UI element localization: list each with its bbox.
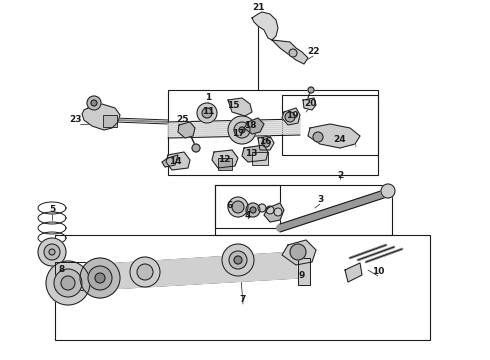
Circle shape xyxy=(232,201,244,213)
Text: 17: 17 xyxy=(232,129,245,138)
Polygon shape xyxy=(345,263,362,282)
Circle shape xyxy=(228,197,248,217)
Polygon shape xyxy=(166,152,190,170)
Polygon shape xyxy=(258,136,274,150)
Text: 16: 16 xyxy=(259,138,271,147)
Bar xyxy=(55,262,92,290)
Circle shape xyxy=(44,244,60,260)
Polygon shape xyxy=(252,12,278,40)
Circle shape xyxy=(61,276,75,290)
Circle shape xyxy=(290,244,306,260)
Text: 15: 15 xyxy=(227,100,239,109)
Circle shape xyxy=(130,257,160,287)
Circle shape xyxy=(88,266,112,290)
Circle shape xyxy=(222,244,254,276)
Circle shape xyxy=(49,249,55,255)
Text: 1: 1 xyxy=(205,94,211,103)
Polygon shape xyxy=(308,124,360,148)
Circle shape xyxy=(192,144,200,152)
Polygon shape xyxy=(178,122,195,138)
Bar xyxy=(55,235,430,340)
Text: 3: 3 xyxy=(317,195,323,204)
Polygon shape xyxy=(264,203,284,222)
Text: 2: 2 xyxy=(337,171,343,180)
Circle shape xyxy=(239,127,245,133)
Bar xyxy=(215,185,392,235)
Text: 10: 10 xyxy=(372,267,384,276)
Text: 12: 12 xyxy=(218,156,230,165)
Text: 18: 18 xyxy=(244,121,256,130)
Bar xyxy=(103,115,117,127)
Circle shape xyxy=(54,269,82,297)
Bar xyxy=(252,152,268,165)
Circle shape xyxy=(266,206,274,214)
Circle shape xyxy=(38,238,66,266)
Polygon shape xyxy=(212,150,238,168)
Text: 22: 22 xyxy=(307,48,319,57)
Text: 13: 13 xyxy=(245,148,257,158)
Bar xyxy=(282,95,378,155)
Circle shape xyxy=(250,207,256,213)
Polygon shape xyxy=(90,252,298,290)
Polygon shape xyxy=(82,104,120,130)
Text: 7: 7 xyxy=(240,296,246,305)
Polygon shape xyxy=(272,40,308,64)
Circle shape xyxy=(285,112,295,122)
Circle shape xyxy=(197,103,217,123)
Polygon shape xyxy=(282,108,300,125)
Circle shape xyxy=(229,251,247,269)
Text: 23: 23 xyxy=(69,116,81,125)
Text: 21: 21 xyxy=(252,4,264,13)
Text: 4: 4 xyxy=(245,211,251,220)
Bar xyxy=(298,258,310,285)
Circle shape xyxy=(381,184,395,198)
Text: 11: 11 xyxy=(202,108,214,117)
Text: 9: 9 xyxy=(299,270,305,279)
Circle shape xyxy=(228,116,256,144)
Text: 8: 8 xyxy=(59,266,65,274)
Polygon shape xyxy=(282,240,316,265)
Circle shape xyxy=(274,208,282,216)
Text: 20: 20 xyxy=(304,99,316,108)
Polygon shape xyxy=(162,155,178,167)
Text: 5: 5 xyxy=(49,206,55,215)
Bar xyxy=(168,90,378,175)
Text: 14: 14 xyxy=(169,158,181,166)
Circle shape xyxy=(137,264,153,280)
Text: 25: 25 xyxy=(176,116,188,125)
Circle shape xyxy=(80,258,120,298)
Circle shape xyxy=(313,132,323,142)
Circle shape xyxy=(202,108,212,118)
Circle shape xyxy=(246,203,260,217)
Circle shape xyxy=(308,87,314,93)
Bar xyxy=(218,158,232,170)
Circle shape xyxy=(262,139,270,147)
Circle shape xyxy=(95,273,105,283)
Circle shape xyxy=(91,100,97,106)
Circle shape xyxy=(46,261,90,305)
Text: 19: 19 xyxy=(286,111,298,120)
Text: 6: 6 xyxy=(227,201,233,210)
Circle shape xyxy=(87,96,101,110)
Polygon shape xyxy=(303,98,316,110)
Text: 24: 24 xyxy=(334,135,346,144)
Bar xyxy=(215,185,280,228)
Polygon shape xyxy=(244,118,264,134)
Polygon shape xyxy=(228,98,252,116)
Circle shape xyxy=(234,122,250,138)
Polygon shape xyxy=(242,145,268,162)
Circle shape xyxy=(258,204,266,212)
Circle shape xyxy=(234,256,242,264)
Circle shape xyxy=(289,49,297,57)
